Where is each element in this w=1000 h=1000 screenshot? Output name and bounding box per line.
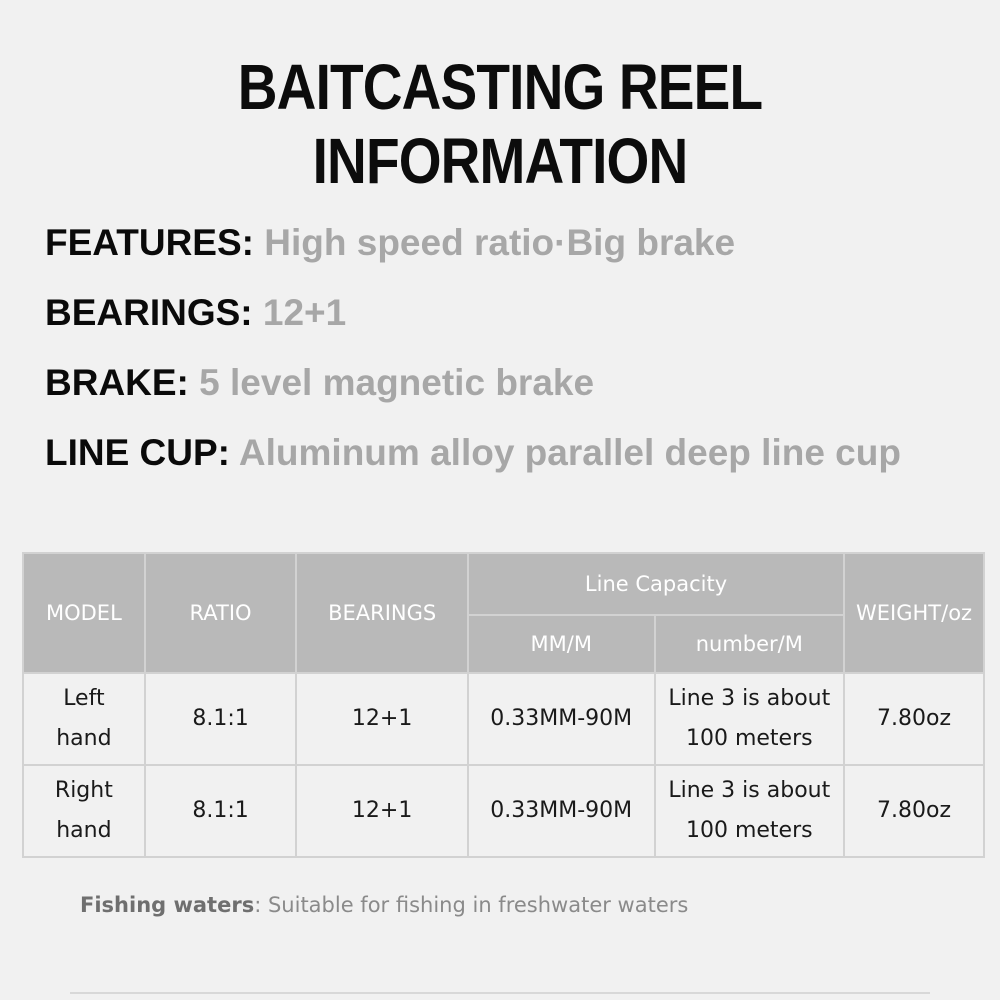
cell-model: Left hand: [22, 672, 146, 766]
header-ratio: RATIO: [143, 552, 298, 674]
feature-line-features: FEATURES: High speed ratio·Big brake: [45, 222, 735, 264]
cell-model-line2: hand: [56, 818, 112, 843]
cell-model-line2: hand: [56, 726, 112, 751]
feature-key: BEARINGS:: [45, 292, 253, 333]
cell-number-line1: Line 3 is about: [668, 778, 831, 803]
cell-ratio: 8.1:1: [143, 764, 298, 858]
table-subheader-row: MM/M number/M: [23, 614, 984, 674]
feature-key: BRAKE:: [45, 362, 189, 403]
table-row: Right hand 8.1:1 12+1 0.33MM-90M Line 3 …: [22, 764, 985, 858]
fishing-waters-text: Suitable for fishing in freshwater water…: [267, 893, 689, 917]
table-header-row: MODEL RATIO BEARINGS Line Capacity WEIGH…: [22, 552, 985, 674]
cell-number-line2: 100 meters: [685, 726, 813, 751]
bottom-divider: [70, 992, 930, 994]
cell-mm-m: 0.33MM-90M: [466, 672, 656, 766]
fishing-waters-label: Fishing waters: [80, 893, 255, 917]
table-row: Left hand 8.1:1 12+1 0.33MM-90M Line 3 i…: [22, 672, 985, 766]
cell-model-line1: Right: [54, 778, 113, 803]
feature-key: LINE CUP:: [45, 432, 230, 473]
cell-ratio: 8.1:1: [143, 672, 298, 766]
cell-weight: 7.80oz: [843, 764, 985, 858]
feature-key: FEATURES:: [45, 222, 254, 263]
page-title: BAITCASTING REEL INFORMATION: [237, 51, 763, 197]
header-line-capacity: Line Capacity: [466, 552, 846, 616]
cell-model-line1: Left: [63, 686, 105, 711]
feature-line-line-cup: LINE CUP: Aluminum alloy parallel deep l…: [45, 432, 901, 474]
feature-value: Aluminum alloy parallel deep line cup: [238, 432, 901, 473]
feature-value: High speed ratio·Big brake: [264, 222, 736, 263]
cell-number-m: Line 3 is about 100 meters: [653, 764, 846, 858]
feature-value: 5 level magnetic brake: [199, 362, 595, 403]
header-model: MODEL: [22, 552, 146, 674]
feature-value: 12+1: [262, 292, 347, 333]
cell-bearings: 12+1: [295, 672, 469, 766]
cell-number-line1: Line 3 is about: [668, 686, 831, 711]
spec-table: MODEL RATIO BEARINGS Line Capacity WEIGH…: [22, 552, 985, 858]
header-weight: WEIGHT/oz: [843, 552, 985, 674]
cell-number-line2: 100 meters: [685, 818, 813, 843]
fishing-waters-note: Fishing waters: Suitable for fishing in …: [80, 893, 688, 917]
header-number-m: number/M: [653, 614, 846, 674]
cell-bearings: 12+1: [295, 764, 469, 858]
feature-line-bearings: BEARINGS: 12+1: [45, 292, 346, 334]
cell-mm-m: 0.33MM-90M: [466, 764, 656, 858]
feature-line-brake: BRAKE: 5 level magnetic brake: [45, 362, 594, 404]
cell-number-m: Line 3 is about 100 meters: [653, 672, 846, 766]
cell-model: Right hand: [22, 764, 146, 858]
header-mm-m: MM/M: [466, 614, 656, 674]
cell-weight: 7.80oz: [843, 672, 985, 766]
fishing-waters-separator: :: [254, 893, 262, 917]
header-bearings: BEARINGS: [295, 552, 469, 674]
